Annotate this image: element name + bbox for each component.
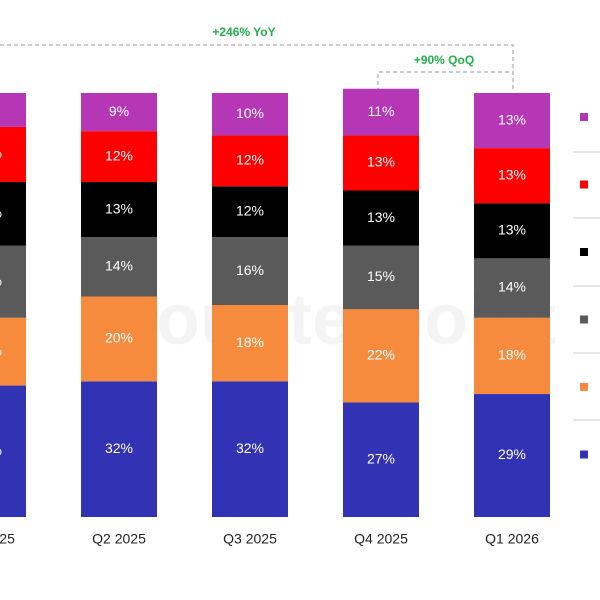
value-label: 13% <box>105 200 133 216</box>
bar-segment <box>474 93 550 149</box>
value-label: 13% <box>0 145 2 161</box>
x-tick-label: Q3 2025 <box>223 531 277 547</box>
x-tick-label: Q4 2025 <box>354 531 408 547</box>
bar-segment <box>343 245 419 310</box>
legend-swatch <box>580 450 588 459</box>
value-label: 10% <box>236 105 264 121</box>
bar-segment <box>81 93 157 132</box>
legend-swatch <box>580 315 588 324</box>
value-label: 29% <box>498 446 526 462</box>
value-label: 15% <box>367 268 395 284</box>
bar-segment <box>474 317 550 395</box>
bar-segment <box>0 126 26 183</box>
bar-segment <box>81 381 157 517</box>
bar-segment <box>343 88 419 136</box>
yoy-annotation: +246% YoY <box>212 25 275 39</box>
value-label: 14% <box>498 279 526 295</box>
bar-segment <box>474 148 550 204</box>
bar-segment <box>212 237 288 305</box>
value-label: 17% <box>0 272 2 288</box>
value-label: 32% <box>236 440 264 456</box>
value-label: 15% <box>0 205 2 221</box>
bar-segment <box>212 186 288 238</box>
value-label: 9% <box>109 103 129 119</box>
value-label: 12% <box>236 152 264 168</box>
qoq-bracket <box>377 71 514 92</box>
legend-swatch <box>580 383 588 391</box>
value-label: 31% <box>0 442 2 458</box>
bar-segment <box>212 93 288 136</box>
bar-segment <box>81 131 157 183</box>
bar-segment <box>0 317 26 386</box>
value-label: 13% <box>367 209 395 225</box>
bar-segment <box>474 394 550 517</box>
bar-segment <box>212 305 288 382</box>
value-label: 16% <box>236 262 264 278</box>
bar-segment <box>212 381 288 517</box>
bar-segment <box>474 258 550 318</box>
bar-segment <box>81 296 157 382</box>
value-label: 27% <box>367 450 395 466</box>
value-label: 16% <box>0 342 2 358</box>
bar-segment <box>81 182 157 238</box>
bar-segment <box>212 135 288 187</box>
value-label: 11% <box>368 103 395 119</box>
legend-swatch <box>580 113 588 121</box>
bar-segment <box>81 237 157 297</box>
value-label: 32% <box>105 440 133 456</box>
value-label: 13% <box>367 154 395 170</box>
value-label: 18% <box>498 347 526 363</box>
value-label: 14% <box>105 258 133 274</box>
yoy-bracket <box>0 44 514 72</box>
legend-swatch <box>580 180 588 189</box>
bar-segment <box>0 245 26 318</box>
value-label: 13% <box>498 111 526 127</box>
value-label: 18% <box>236 334 264 350</box>
qoq-annotation: +90% QoQ <box>414 53 474 67</box>
legend-separators <box>573 151 600 421</box>
value-label: 22% <box>367 347 395 363</box>
value-label: 13% <box>498 166 526 182</box>
bar-segment <box>343 135 419 191</box>
x-tick-label: Q2 2025 <box>92 531 146 547</box>
x-tick-label: Q1 2025 <box>0 531 15 547</box>
bar-segment <box>0 93 26 127</box>
bar-segment <box>474 203 550 259</box>
value-label: 12% <box>236 202 264 218</box>
value-label: 13% <box>498 222 526 238</box>
bar-segment <box>343 190 419 246</box>
value-label: 12% <box>105 147 133 163</box>
x-tick-label: Q1 2026 <box>485 531 539 547</box>
bar-segment <box>343 402 419 517</box>
bar-segment <box>343 309 419 403</box>
bar-segment <box>0 182 26 246</box>
legend-swatch <box>580 248 588 256</box>
value-label: 20% <box>105 330 133 346</box>
bar-segment <box>0 385 26 517</box>
